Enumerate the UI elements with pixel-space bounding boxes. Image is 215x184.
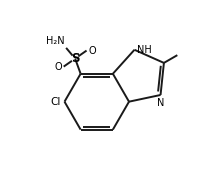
Text: NH: NH xyxy=(137,45,152,55)
Text: O: O xyxy=(54,62,62,72)
Text: S: S xyxy=(71,52,79,65)
Text: N: N xyxy=(157,98,164,108)
Text: O: O xyxy=(88,46,96,56)
Text: H₂N: H₂N xyxy=(46,36,65,46)
Text: Cl: Cl xyxy=(50,97,61,107)
